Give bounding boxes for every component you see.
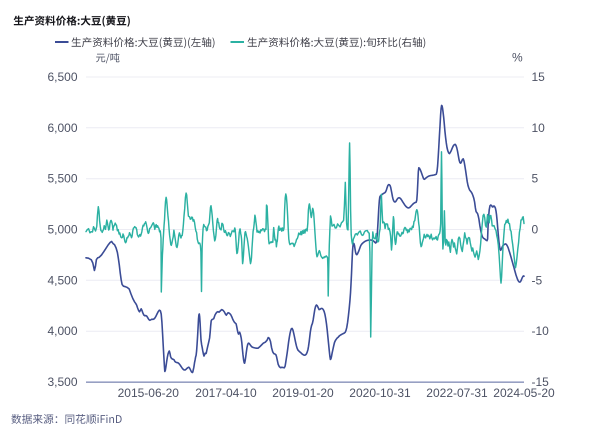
svg-text:4,000: 4,000 — [47, 324, 77, 338]
svg-text:5,500: 5,500 — [47, 172, 77, 186]
svg-text:2024-05-20: 2024-05-20 — [493, 386, 555, 400]
svg-text:2022-07-31: 2022-07-31 — [426, 386, 488, 400]
svg-text:10: 10 — [532, 121, 546, 135]
svg-text:-5: -5 — [532, 273, 543, 287]
svg-text:2017-04-10: 2017-04-10 — [195, 386, 257, 400]
svg-text:%: % — [512, 51, 523, 65]
svg-text:2019-01-20: 2019-01-20 — [272, 386, 334, 400]
svg-text:-15: -15 — [532, 375, 550, 389]
svg-text:4,500: 4,500 — [47, 273, 77, 287]
svg-text:2020-10-31: 2020-10-31 — [349, 386, 411, 400]
svg-text:-10: -10 — [532, 324, 550, 338]
svg-text:6,500: 6,500 — [47, 70, 77, 84]
svg-text:5: 5 — [532, 172, 539, 186]
svg-text:6,000: 6,000 — [47, 121, 77, 135]
svg-text:15: 15 — [532, 70, 546, 84]
svg-text:5,000: 5,000 — [47, 223, 77, 237]
svg-text:2015-06-20: 2015-06-20 — [118, 386, 180, 400]
svg-text:3,500: 3,500 — [47, 375, 77, 389]
svg-text:0: 0 — [532, 223, 539, 237]
